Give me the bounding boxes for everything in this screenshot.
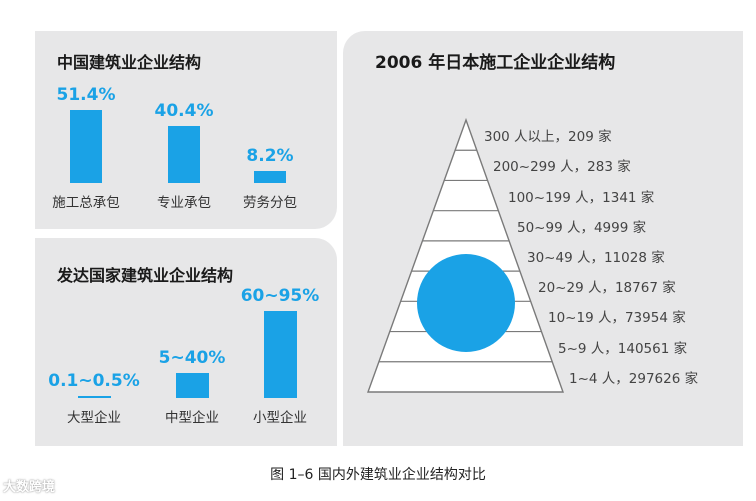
china-bar-1 bbox=[70, 110, 102, 183]
pyramid-tier-label-4: 50~99 人，4999 家 bbox=[517, 219, 647, 236]
developed-value-label-3: 60~95% bbox=[240, 286, 320, 306]
pyramid-tier-label-7: 10~19 人，73954 家 bbox=[548, 310, 686, 327]
china-bar-2 bbox=[168, 125, 200, 183]
developed-bar-3 bbox=[263, 311, 297, 398]
pyramid-tier-label-6: 20~29 人，18767 家 bbox=[538, 280, 676, 297]
pyramid-highlight-circle bbox=[417, 254, 515, 352]
developed-bar-2 bbox=[175, 372, 209, 398]
china-value-label-1: 51.4% bbox=[56, 85, 116, 105]
china-bar-3 bbox=[254, 171, 286, 183]
watermark-logo: 大数跨境 bbox=[3, 480, 56, 495]
pyramid-tier-label-1: 300 人以上，209 家 bbox=[484, 129, 612, 146]
china-category-label-2: 专业承包 bbox=[157, 195, 211, 211]
japan-chart-title: 2006 年日本施工企业企业结构 bbox=[375, 53, 616, 73]
china-value-label-3: 8.2% bbox=[246, 146, 294, 167]
pyramid-tier-label-5: 30~49 人，11028 家 bbox=[527, 250, 665, 266]
pyramid-tier-label-9: 1~4 人，297626 家 bbox=[569, 370, 699, 387]
china-category-label-3: 劳务分包 bbox=[243, 195, 297, 211]
china-value-label-2: 40.4% bbox=[154, 100, 214, 121]
china-category-label-1: 施工总承包 bbox=[52, 195, 120, 211]
developed-category-label-1: 大型企业 bbox=[67, 410, 121, 426]
developed-value-label-2: 5~40% bbox=[158, 347, 226, 368]
pyramid-tier-label-8: 5~9 人，140561 家 bbox=[558, 340, 688, 357]
china-chart-title: 中国建筑业企业结构 bbox=[57, 53, 202, 72]
developed-category-label-2: 中型企业 bbox=[165, 410, 219, 426]
developed-chart-title: 发达国家建筑业企业结构 bbox=[57, 266, 234, 285]
developed-category-label-3: 小型企业 bbox=[253, 410, 307, 426]
developed-bar-1 bbox=[77, 396, 111, 398]
developed-value-label-1: 0.1~0.5% bbox=[48, 371, 140, 391]
figure-caption: 图 1–6 国内外建筑业企业结构对比 bbox=[270, 467, 486, 483]
pyramid-tier-label-3: 100~199 人，1341 家 bbox=[508, 189, 655, 206]
pyramid-tier-label-2: 200~299 人，283 家 bbox=[493, 159, 631, 176]
